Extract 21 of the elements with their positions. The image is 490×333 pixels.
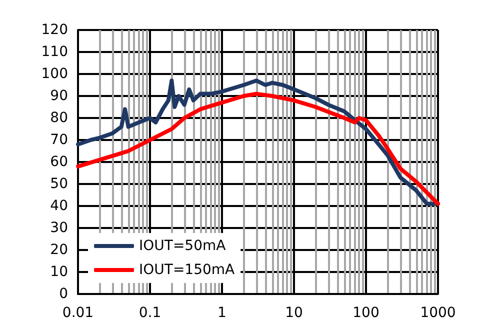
- legend-label: IOUT=50mA: [139, 238, 226, 254]
- y-tick-label: 110: [41, 44, 68, 60]
- y-tick-label: 10: [50, 264, 68, 280]
- x-tick-label: 0.1: [138, 305, 162, 321]
- y-tick-label: 20: [50, 242, 68, 258]
- y-tick-label: 90: [50, 88, 68, 104]
- y-tick-label: 70: [50, 132, 68, 148]
- x-tick-label: 0.01: [62, 305, 94, 321]
- x-tick-label: 1000: [420, 305, 456, 321]
- x-tick-label: 100: [352, 305, 380, 321]
- x-tick-label: 10: [285, 305, 303, 321]
- y-tick-label: 50: [50, 176, 68, 192]
- legend-label: IOUT=150mA: [139, 262, 236, 278]
- y-tick-label: 60: [50, 154, 68, 170]
- y-tick-label: 120: [41, 22, 68, 38]
- y-tick-label: 40: [50, 198, 68, 214]
- y-tick-label: 30: [50, 220, 68, 236]
- x-tick-label: 1: [218, 305, 226, 321]
- y-tick-label: 80: [50, 110, 68, 126]
- y-tick-label: 100: [41, 66, 68, 82]
- y-tick-label: 0: [59, 286, 68, 302]
